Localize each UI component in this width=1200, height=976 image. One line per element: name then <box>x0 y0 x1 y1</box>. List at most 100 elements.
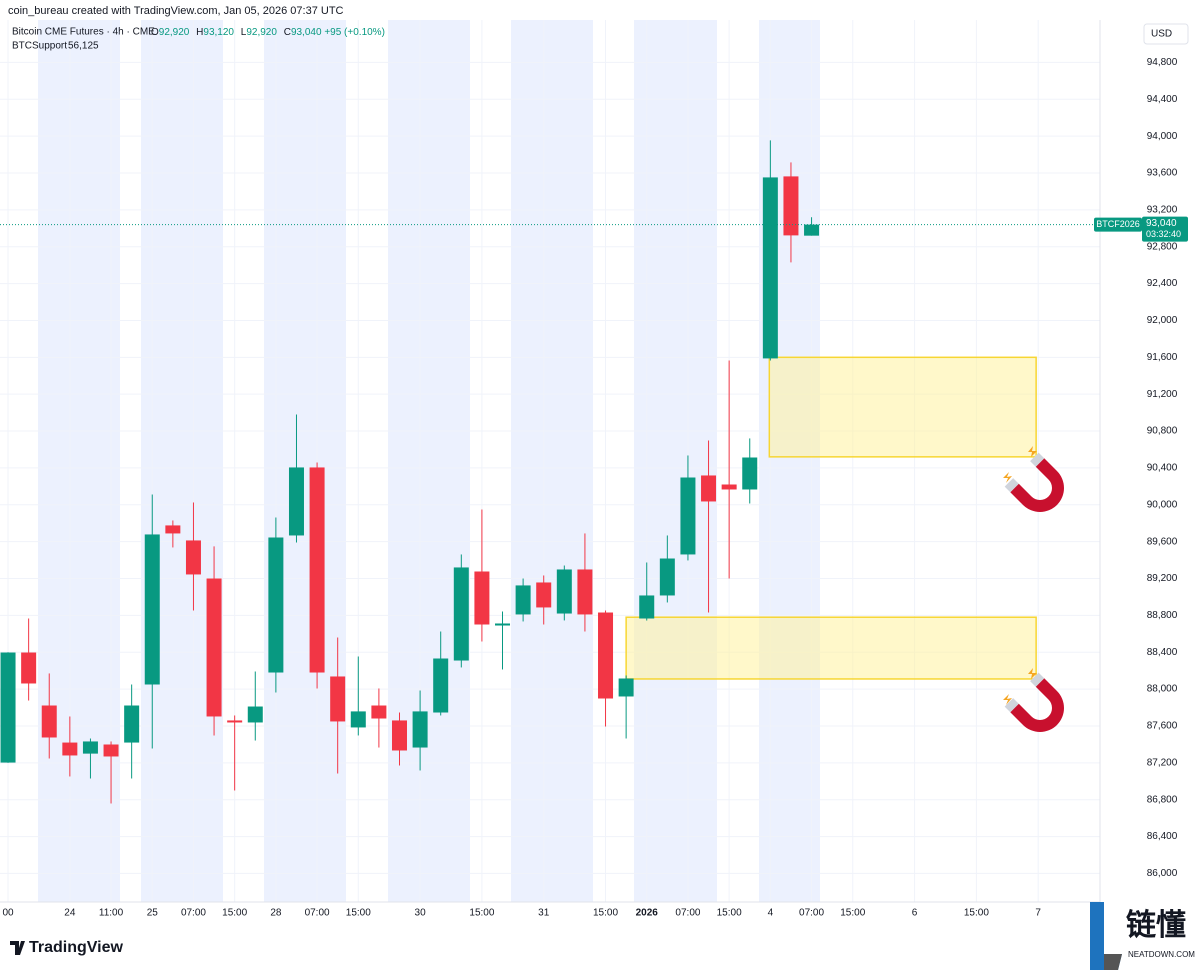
x-tick-label: 4 <box>768 908 774 919</box>
price-tag <box>1142 216 1188 242</box>
y-tick-label: 87,200 <box>1147 757 1178 768</box>
candle-body <box>206 578 222 717</box>
legend-change: +95 (+0.10%) <box>324 27 385 38</box>
candle-body <box>618 678 634 697</box>
x-tick-label: 11:00 <box>99 908 124 919</box>
candle-body <box>21 652 37 684</box>
y-tick-label: 89,200 <box>1147 573 1178 584</box>
legend-low: 92,920 <box>246 27 277 38</box>
session-band <box>759 20 820 902</box>
ticker-tag <box>1094 217 1142 232</box>
candle-body <box>515 585 531 615</box>
candle-body <box>659 558 675 596</box>
price-label: 93,040 <box>1146 218 1177 229</box>
x-tick-label: 24 <box>64 908 76 919</box>
ohlc-legend: O92,920 H93,120 L92,920 C93,040 +95 (+0.… <box>151 27 385 38</box>
candle-body <box>721 484 737 490</box>
legend-o: O <box>151 27 159 38</box>
legend-c: C <box>284 27 291 38</box>
x-tick-label: 15:00 <box>593 908 618 919</box>
candle-body <box>680 477 696 555</box>
candle-body <box>185 540 201 575</box>
candle-body <box>62 742 78 756</box>
attribution: coin_bureau created with TradingView.com… <box>8 5 344 17</box>
zone <box>768 356 1037 458</box>
x-tick-label: 15:00 <box>964 908 989 919</box>
spark <box>1028 668 1037 679</box>
candle-body <box>391 720 407 751</box>
indicator-value: 56,125 <box>68 41 99 52</box>
y-tick-label: 88,800 <box>1147 610 1178 621</box>
logo-text: 链懂 <box>1126 908 1186 942</box>
logo-url: NEATDOWN.COM <box>1128 950 1195 959</box>
y-tick-label: 87,600 <box>1147 721 1178 732</box>
y-tick-label: 93,200 <box>1147 204 1178 215</box>
candle-body <box>412 711 428 748</box>
candle-body <box>144 534 160 685</box>
legend-high: 93,120 <box>203 27 234 38</box>
y-tick-label: 91,600 <box>1147 352 1178 363</box>
x-tick-label: 30 <box>415 908 427 919</box>
candle-body <box>82 741 98 754</box>
candle-body <box>227 720 243 723</box>
candle-body <box>309 467 325 673</box>
x-tick-label: 07:00 <box>675 908 700 919</box>
candle-body <box>453 567 469 661</box>
candle-body <box>556 569 572 614</box>
axes: 86,000 86,400 86,800 87,200 87,600 88,000 88,4… <box>0 57 1188 919</box>
candle-body <box>474 571 490 625</box>
brand-logo: TradingView <box>10 939 124 956</box>
candle-body <box>268 537 284 673</box>
x-tick-label: 07:00 <box>181 908 206 919</box>
y-tick-label: 91,200 <box>1147 389 1178 400</box>
candle-body <box>639 595 655 619</box>
legend-open: 92,920 <box>159 27 190 38</box>
session-band <box>141 20 223 902</box>
candle-body <box>577 569 593 615</box>
y-tick-label: 88,400 <box>1147 647 1178 658</box>
x-tick-label: 15:00 <box>717 908 742 919</box>
x-tick-label: 00 <box>2 908 14 919</box>
y-tick-label: 89,600 <box>1147 536 1178 547</box>
candle-body <box>536 582 552 608</box>
session-band <box>388 20 470 902</box>
session-band <box>634 20 717 902</box>
legend-l: L <box>241 27 247 38</box>
candle-body <box>41 705 57 738</box>
x-tick-label: 15:00 <box>222 908 247 919</box>
candle-body <box>701 475 717 502</box>
candle-body <box>0 652 16 763</box>
magnet-icon <box>1004 672 1064 732</box>
currency[interactable]: USD <box>1151 29 1172 40</box>
y-tick-label: 93,600 <box>1147 168 1178 179</box>
zone <box>625 616 1037 680</box>
ticker: BTCF2026 <box>1096 219 1140 229</box>
magnet-icon <box>1004 452 1064 512</box>
zones <box>625 356 1037 680</box>
spark <box>1003 472 1012 483</box>
candle-body <box>330 676 346 722</box>
y-tick-label: 90,000 <box>1147 499 1178 510</box>
x-tick-label: 6 <box>912 908 918 919</box>
currency-box[interactable] <box>1143 23 1189 45</box>
y-tick-label: 92,800 <box>1147 241 1178 252</box>
brand: TradingView <box>29 939 124 956</box>
y-tick-label: 94,000 <box>1147 131 1178 142</box>
x-tick-label: 15:00 <box>469 908 494 919</box>
x-tick-label: 07:00 <box>305 908 330 919</box>
session-band <box>38 20 120 902</box>
y-tick-label: 86,000 <box>1147 868 1178 879</box>
candle-body <box>804 224 820 236</box>
candle-body <box>165 525 181 534</box>
x-tick-label: 15:00 <box>840 908 865 919</box>
watermark: 链懂 NEATDOWN.COM <box>1090 902 1195 970</box>
candle-body <box>247 706 263 723</box>
session-band <box>511 20 593 902</box>
candle-body <box>288 467 304 536</box>
spark <box>1028 446 1037 457</box>
x-tick-label: 28 <box>270 908 282 919</box>
candle-body <box>495 623 511 626</box>
legend-close: 93,040 <box>291 27 322 38</box>
